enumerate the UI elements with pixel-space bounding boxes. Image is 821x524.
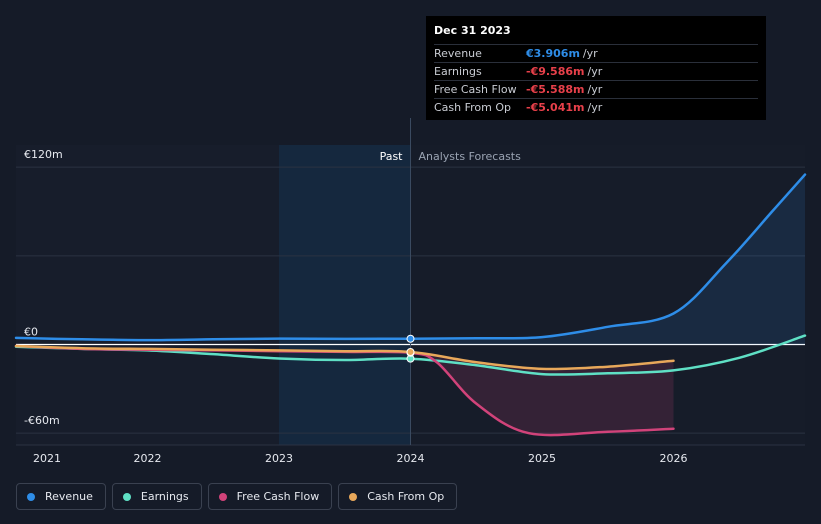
y-tick-label: -€60m	[24, 414, 60, 427]
legend-item-cash-from-op[interactable]: Cash From Op	[338, 483, 458, 510]
legend-dot-icon	[349, 492, 358, 501]
tooltip-row-unit: /yr	[587, 83, 603, 96]
tooltip-row-value: €3.906m	[526, 47, 580, 60]
legend-dot-icon	[122, 492, 131, 501]
tooltip-row-unit: /yr	[587, 65, 603, 78]
legend-label: Free Cash Flow	[236, 490, 320, 503]
tooltip: Dec 31 2023 Revenue €3.906m /yr Earnings…	[426, 16, 766, 120]
tooltip-row-cash-from-op: Cash From Op -€5.041m /yr	[434, 98, 758, 116]
tooltip-row-value: -€5.588m	[526, 83, 585, 96]
forecast-area-background	[410, 145, 805, 445]
revenue-forecast-fill	[410, 174, 805, 345]
legend-label: Cash From Op	[367, 490, 445, 503]
legend-label: Revenue	[45, 490, 93, 503]
tooltip-row-name: Earnings	[434, 65, 482, 78]
tooltip-row-revenue: Revenue €3.906m /yr	[434, 44, 758, 62]
legend-item-revenue[interactable]: Revenue	[16, 483, 106, 510]
tooltip-row-name: Revenue	[434, 47, 482, 60]
tooltip-row-name: Free Cash Flow	[434, 83, 517, 96]
x-tick-label: 2021	[33, 452, 61, 465]
x-tick-label: 2023	[265, 452, 293, 465]
gridlines	[16, 118, 805, 446]
x-tick-label: 2026	[660, 452, 688, 465]
legend-dot-icon	[218, 492, 227, 501]
cash-from-op-line	[14, 344, 675, 371]
tooltip-date: Dec 31 2023	[434, 24, 511, 37]
y-tick-label: €120m	[24, 148, 63, 161]
legend-item-earnings[interactable]: Earnings	[111, 483, 202, 510]
tooltip-row-value: -€5.041m	[526, 101, 585, 114]
tooltip-row-earnings: Earnings -€9.586m /yr	[434, 62, 758, 80]
x-tick-label: 2024	[397, 452, 425, 465]
legend-item-free-cash-flow[interactable]: Free Cash Flow	[207, 483, 333, 510]
revenue-line	[14, 173, 807, 342]
chart-background	[16, 145, 805, 445]
legend-dot-icon	[27, 492, 35, 501]
past-label: Past	[380, 150, 404, 163]
tooltip-row-name: Cash From Op	[434, 101, 512, 114]
legend-label: Earnings	[140, 490, 189, 503]
tooltip-row-unit: /yr	[587, 101, 603, 114]
legend: Revenue Earnings Free Cash Flow Cash Fro…	[16, 483, 458, 510]
cash-from-op-marker	[406, 347, 415, 356]
past-highlight-region	[279, 145, 411, 445]
tooltip-row-free-cash-flow: Free Cash Flow -€5.588m /yr	[434, 80, 758, 98]
tooltip-row-unit: /yr	[582, 47, 598, 60]
revenue-marker	[406, 334, 415, 343]
x-tick-label: 2025	[528, 452, 556, 465]
tooltip-row-value: -€9.586m	[526, 65, 585, 78]
axis-labels: €120m €0 -€60m 2021 2022 2023 2024 2025 2026 Past…	[24, 148, 688, 465]
y-tick-label: €0	[24, 326, 38, 339]
hover-markers	[406, 334, 415, 363]
x-tick-label: 2022	[134, 452, 162, 465]
forecast-label: Analysts Forecasts	[419, 150, 522, 163]
